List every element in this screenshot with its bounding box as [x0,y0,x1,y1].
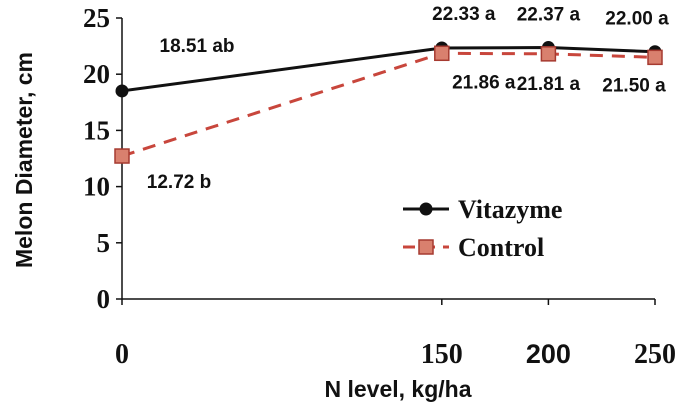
x-tick-label-250: 250 [634,339,676,370]
legend-marker-vitazyme [419,202,433,216]
y-tick-label-0: 0 [97,284,111,314]
x-axis-title: N level, kg/ha [324,376,471,402]
y-axis-title: Melon Diameter, cm [11,52,37,268]
x-tick-label-200: 200 [526,339,571,369]
data-label-control-0: 12.72 b [147,172,211,193]
y-tick-label-20: 20 [83,59,110,89]
data-label-vitazyme-200: 22.37 a [517,5,581,26]
x-tick-label-150: 150 [421,339,463,370]
data-labels: 18.51 ab 22.33 a 22.37 a 22.00 a 12.72 b 21.8… [147,3,681,193]
y-tick-label-5: 5 [97,228,111,258]
x-axis-ticks: 0 150 200 250 [115,299,676,370]
y-tick-label-25: 25 [83,3,110,33]
data-point-control-200 [540,46,557,62]
data-label-control-250: 21.50 a [602,75,666,96]
data-point-vitazyme-0 [115,84,129,98]
data-label-control-150: 21.86 a [452,72,516,93]
data-point-control-150 [434,45,450,62]
data-label-bg-vitazyme-250 [593,7,681,31]
data-label-vitazyme-0: 18.51 ab [160,36,235,57]
data-label-vitazyme-150: 22.33 a [432,4,496,25]
legend-marker-control [418,239,434,255]
data-point-control-250 [647,49,663,66]
data-label-bg-vitazyme-200 [505,3,592,27]
legend: Vitazyme Control [403,195,562,262]
y-tick-label-10: 10 [83,172,110,202]
y-axis-ticks: 0 5 10 15 20 25 [83,3,122,314]
data-label-vitazyme-250: 22.00 a [605,9,669,30]
axes [121,18,655,300]
data-label-control-200: 21.81 a [517,74,581,95]
y-tick-label-15: 15 [83,115,110,145]
data-point-control-0 [114,148,130,164]
legend-label-control: Control [458,233,544,262]
series-line-vitazyme [121,46,656,93]
legend-label-vitazyme: Vitazyme [458,195,562,224]
data-label-bg-vitazyme-150 [420,3,507,27]
x-tick-label-0: 0 [115,339,129,370]
series-line-control [121,51,656,158]
series-layer [114,41,663,164]
